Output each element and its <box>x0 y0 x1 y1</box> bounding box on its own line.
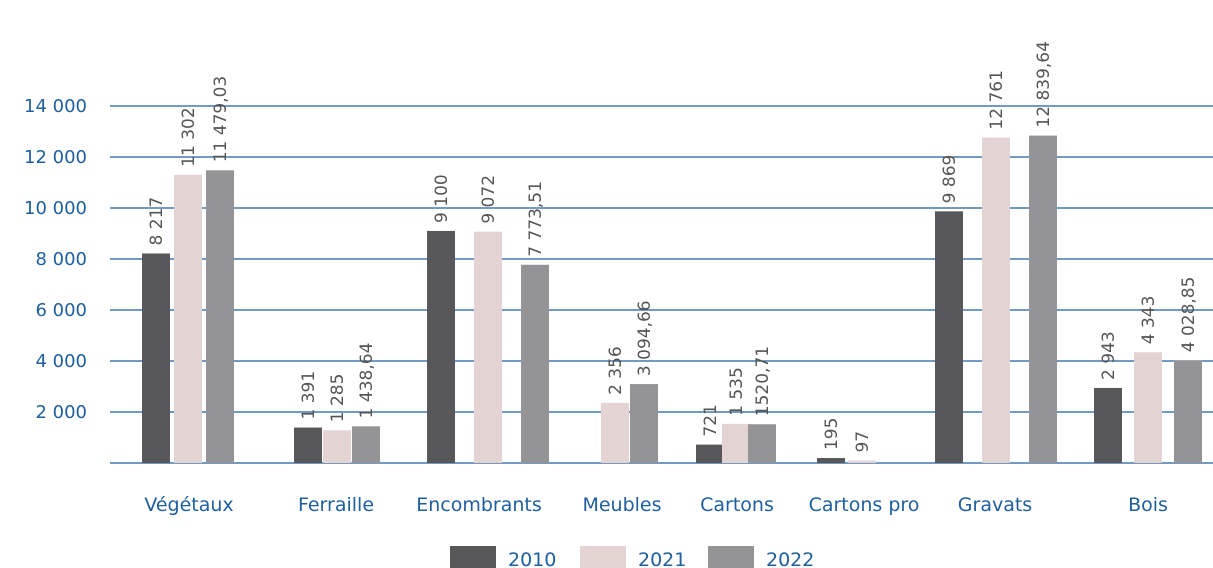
x-axis-categories: Végétaux Ferraille Encombrants Meubles Carto… <box>144 494 1168 516</box>
data-label: 12 761 <box>987 70 1007 129</box>
bar-2021 <box>474 231 502 463</box>
data-label: 11 302 <box>179 107 199 166</box>
bar-2010 <box>294 427 322 463</box>
data-label: 1 391 <box>299 371 319 420</box>
data-labels: 8 217 11 302 11 479,03 1 391 1 285 1 438,64 9 … <box>147 41 1199 452</box>
bar-2021 <box>323 430 351 463</box>
data-label: 12 839,64 <box>1034 41 1054 128</box>
y-tick-label: 2 000 <box>35 402 87 423</box>
data-label: 1 535 <box>727 367 747 416</box>
bar-2022 <box>1174 360 1202 463</box>
y-tick-label: 6 000 <box>35 300 87 321</box>
data-label: 97 <box>853 431 873 453</box>
y-tick-label: 14 000 <box>24 96 87 117</box>
x-category-label: Cartons pro <box>809 494 920 516</box>
bar-2021 <box>601 402 629 463</box>
data-label: 195 <box>822 418 842 450</box>
gridlines <box>110 105 1213 464</box>
bar-2021 <box>982 137 1010 464</box>
bar-2010 <box>696 444 724 463</box>
data-label: 9 072 <box>479 175 499 224</box>
data-label: 4 028,85 <box>1179 277 1199 353</box>
x-category-label: Gravats <box>958 494 1032 516</box>
x-category-label: Végétaux <box>144 494 233 516</box>
data-label: 11 479,03 <box>211 76 231 163</box>
bar-2022 <box>1029 135 1057 464</box>
y-axis-ticks: 2 000 4 000 6 000 8 000 10 000 12 000 14 000 <box>24 96 87 423</box>
bar-2010 <box>427 230 455 463</box>
bar-2021 <box>848 460 876 463</box>
data-label: 9 100 <box>432 174 452 223</box>
data-label: 1520,71 <box>753 346 773 416</box>
data-label: 4 343 <box>1139 296 1159 345</box>
x-category-label: Bois <box>1128 494 1168 516</box>
bars <box>142 135 1202 464</box>
legend: 2010 2021 2022 <box>450 546 814 568</box>
bar-2022 <box>352 426 380 463</box>
legend-swatch-2022 <box>708 546 754 568</box>
data-label: 8 217 <box>147 197 167 246</box>
data-label: 7 773,51 <box>526 181 546 257</box>
bar-2021 <box>722 423 750 463</box>
bar-2021 <box>1134 352 1162 463</box>
data-label: 721 <box>701 404 721 436</box>
y-tick-label: 12 000 <box>24 147 87 168</box>
x-category-label: Meubles <box>582 494 661 516</box>
bar-2010 <box>935 211 963 463</box>
data-label: 2 356 <box>606 346 626 395</box>
x-category-label: Cartons <box>700 494 774 516</box>
data-label: 1 285 <box>328 374 348 423</box>
legend-label: 2022 <box>766 549 814 568</box>
x-category-label: Ferraille <box>298 494 374 516</box>
bar-2022 <box>748 424 776 463</box>
bar-2010 <box>142 253 170 463</box>
y-tick-label: 8 000 <box>35 249 87 270</box>
data-label: 3 094,66 <box>635 300 655 376</box>
legend-label: 2010 <box>508 549 556 568</box>
x-category-label: Encombrants <box>416 494 542 516</box>
bar-2022 <box>630 384 658 463</box>
legend-label: 2021 <box>638 549 686 568</box>
data-label: 1 438,64 <box>357 343 377 419</box>
data-label: 2 943 <box>1099 331 1119 380</box>
bar-2010 <box>817 458 845 463</box>
bar-2021 <box>174 174 202 463</box>
legend-swatch-2021 <box>580 546 626 568</box>
y-tick-label: 4 000 <box>35 351 87 372</box>
legend-swatch-2010 <box>450 546 496 568</box>
bar-2010 <box>1094 387 1122 463</box>
y-tick-label: 10 000 <box>24 198 87 219</box>
bar-2022 <box>521 264 549 463</box>
data-label: 9 869 <box>940 155 960 204</box>
bar-2022 <box>206 170 234 463</box>
